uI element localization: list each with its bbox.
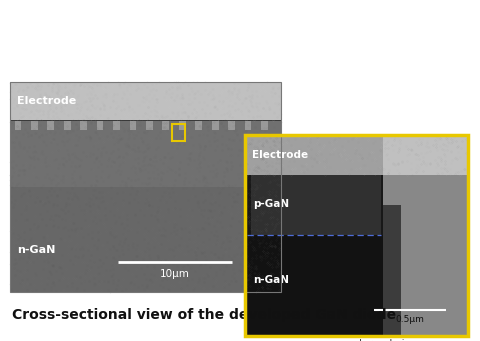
Bar [245, 135, 468, 336]
Bar [162, 120, 169, 130]
Bar [261, 120, 268, 130]
Bar [96, 120, 104, 130]
Bar [195, 120, 202, 130]
Bar [245, 135, 468, 336]
Bar [172, 124, 184, 140]
Bar [146, 120, 153, 130]
Text: n-GaN: n-GaN [17, 244, 55, 255]
Bar [212, 120, 218, 130]
Bar [10, 82, 281, 120]
Bar [179, 120, 186, 130]
Bar [10, 82, 281, 292]
Text: enlarged view
of the boxed section: enlarged view of the boxed section [330, 339, 436, 341]
Bar [383, 135, 468, 175]
Bar [10, 120, 281, 121]
Bar [80, 120, 87, 130]
Bar [48, 120, 54, 130]
Text: Electrode: Electrode [17, 96, 76, 106]
Bar [10, 187, 281, 292]
Bar [383, 205, 401, 336]
Bar [245, 135, 383, 175]
Bar [245, 135, 383, 336]
Text: p-GaN: p-GaN [253, 199, 289, 209]
Text: 0.5μm: 0.5μm [396, 315, 424, 324]
Bar [31, 120, 38, 130]
Bar [64, 120, 71, 130]
Bar [245, 235, 383, 336]
Bar [14, 120, 21, 130]
Bar [228, 120, 235, 130]
Bar [252, 175, 381, 235]
Text: Electrode: Electrode [252, 150, 308, 160]
Bar [245, 120, 252, 130]
Bar [130, 120, 136, 130]
Text: 10μm: 10μm [160, 269, 190, 279]
Bar [10, 82, 281, 292]
Text: n-GaN: n-GaN [253, 275, 289, 284]
Bar [113, 120, 120, 130]
Text: Cross-sectional view of the developed GaN diode: Cross-sectional view of the developed Ga… [12, 308, 396, 322]
